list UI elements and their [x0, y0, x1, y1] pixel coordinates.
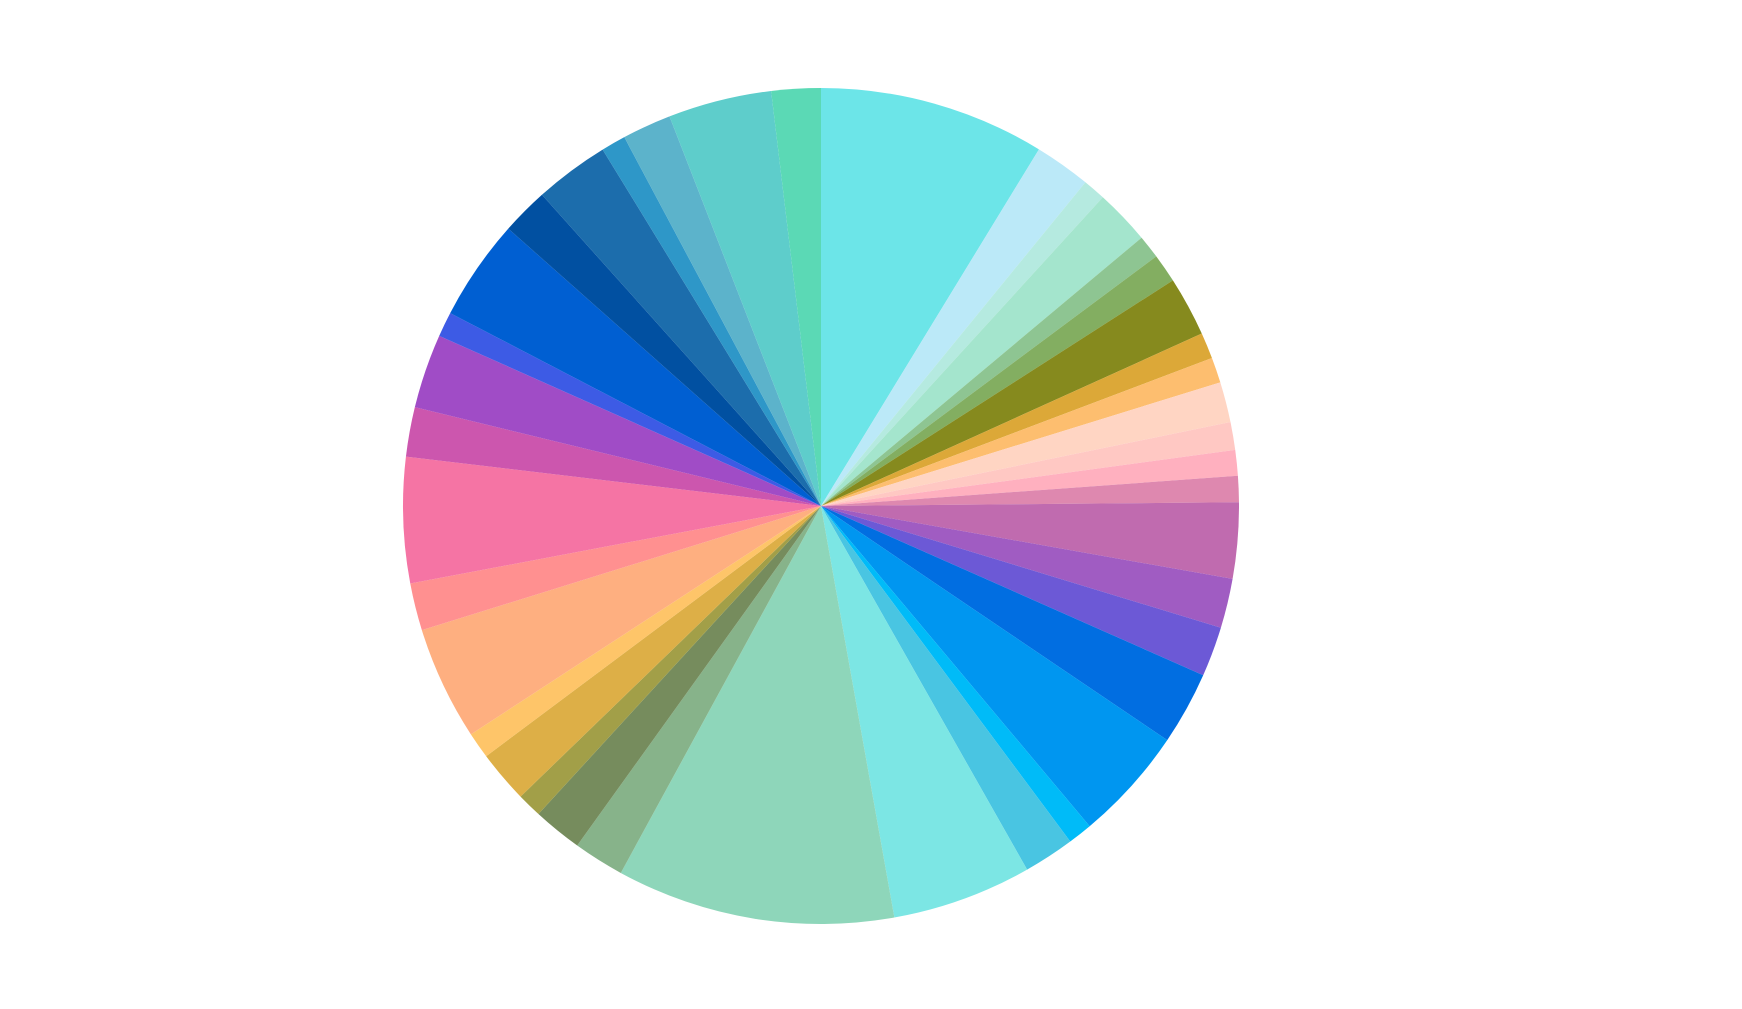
- pie-slice-24: [538, 506, 821, 846]
- pie-slice-15: [821, 506, 1233, 628]
- pie-slice-35: [508, 194, 821, 507]
- pie-slice-40: [771, 88, 821, 506]
- pie-slice-9: [821, 358, 1221, 506]
- pie-slice-20: [821, 506, 1071, 870]
- pie-slice-17: [821, 506, 1204, 741]
- pie-slice-3: [821, 182, 1103, 506]
- pie-slice-27: [470, 506, 821, 757]
- pie-slice-33: [439, 313, 821, 506]
- pie-slice-28: [421, 506, 821, 735]
- pie-slice-8: [821, 333, 1212, 506]
- pie-slice-14: [821, 502, 1239, 579]
- pie-slice-36: [541, 149, 821, 506]
- pie-slices: [403, 88, 1239, 925]
- pie-slice-10: [821, 382, 1231, 506]
- pie-slice-7: [821, 280, 1202, 506]
- pie-slice-38: [624, 116, 821, 507]
- pie-slice-29: [410, 506, 821, 631]
- pie-slice-30: [403, 456, 821, 584]
- pie-slice-5: [821, 237, 1157, 506]
- pie-slice-22: [620, 506, 895, 925]
- pie-slice-18: [821, 506, 1168, 827]
- pie-slice-12: [821, 449, 1238, 506]
- pie-slice-39: [669, 90, 821, 507]
- pie-slice-25: [520, 506, 821, 815]
- pie-slice-21: [821, 506, 1028, 918]
- pie-slice-26: [486, 506, 821, 797]
- pie-slice-23: [577, 506, 821, 873]
- pie-slice-37: [602, 137, 821, 507]
- pie-slice-4: [821, 197, 1142, 507]
- pie-slice-34: [450, 228, 821, 506]
- pie-slice-6: [821, 256, 1173, 506]
- pie-slice-19: [821, 506, 1090, 842]
- pie-slice-11: [821, 422, 1236, 506]
- pie-slice-13: [821, 475, 1239, 506]
- pie-slice-2: [821, 149, 1086, 506]
- pie-slice-32: [414, 335, 821, 506]
- pie-slice-1: [821, 88, 1039, 506]
- pie-slice-31: [405, 407, 821, 506]
- pie-slice-16: [821, 506, 1221, 676]
